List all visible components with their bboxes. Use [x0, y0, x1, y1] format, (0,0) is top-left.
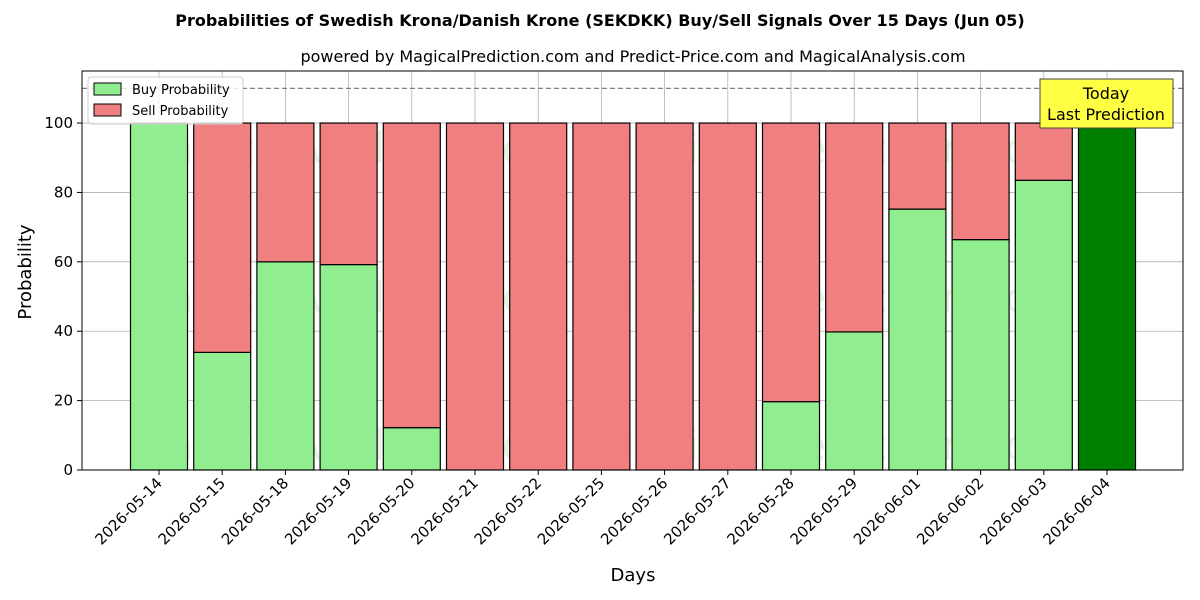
legend-box	[87, 76, 244, 125]
x-tick-label: 2026-05-27	[660, 474, 734, 548]
x-tick-label: 2026-05-18	[218, 474, 292, 548]
sell-bar	[445, 122, 505, 471]
today-annotation: Today Last Prediction	[1039, 78, 1174, 129]
sell-bar	[951, 122, 1010, 241]
sell-bar	[635, 122, 694, 471]
today-annotation-text: Today	[1082, 84, 1129, 103]
y-tick-label: 60	[54, 253, 73, 271]
buy-bar	[825, 331, 884, 471]
x-tick-label: 2026-05-28	[723, 474, 797, 548]
x-tick-label: 2026-05-22	[471, 474, 545, 548]
sell-bar	[1014, 122, 1073, 181]
y-tick-label: 100	[44, 114, 73, 132]
x-tick-label: 2026-05-14	[91, 474, 165, 548]
bars	[129, 122, 1137, 471]
y-tick-label: 40	[54, 322, 73, 340]
x-tick-label: 2026-05-20	[344, 474, 418, 548]
buy-bar	[951, 239, 1010, 471]
legend-label: Buy Probability	[132, 83, 230, 98]
buy-bar	[193, 351, 252, 471]
plot-frame	[81, 70, 1184, 471]
buy-bar	[1077, 122, 1137, 471]
y-axis-label: Probability	[15, 224, 36, 319]
buy-bar	[256, 261, 315, 471]
x-tick-label: 2026-05-25	[534, 474, 608, 548]
y-tick-label: 80	[54, 183, 73, 201]
sell-bar	[698, 122, 757, 471]
sell-bar	[761, 122, 821, 403]
today-annotation-text: Last Prediction	[1047, 105, 1165, 124]
buy-bar	[382, 427, 441, 471]
x-tick-label: 2026-05-29	[787, 474, 861, 548]
sell-bar	[888, 122, 947, 210]
chart-subtitle: powered by MagicalPrediction.com and Pre…	[300, 47, 965, 66]
buy-bar	[319, 264, 378, 471]
y-tick-label: 0	[63, 461, 73, 479]
chart-title: Probabilities of Swedish Krona/Danish Kr…	[175, 11, 1024, 30]
buy-bar	[761, 401, 821, 471]
sell-bar	[572, 122, 631, 471]
x-axis-label: Days	[611, 565, 656, 586]
x-tick-label: 2026-06-03	[976, 474, 1050, 548]
sell-bar	[256, 122, 315, 263]
sell-bar	[193, 122, 252, 353]
sell-bar	[509, 122, 568, 471]
x-tick-label: 2026-06-04	[1039, 474, 1113, 548]
legend-swatch	[93, 82, 122, 96]
legend: Buy Probability Sell Probability	[87, 76, 244, 125]
x-tick-label: 2026-06-01	[850, 474, 924, 548]
today-annotation-box	[1039, 78, 1174, 129]
x-tick-label: 2026-06-02	[913, 474, 987, 548]
x-tick-label: 2026-05-26	[597, 474, 671, 548]
sell-bar	[319, 122, 378, 266]
sell-bar	[382, 122, 441, 429]
x-tick-label: 2026-05-19	[281, 474, 355, 548]
y-tick-label: 20	[54, 392, 73, 410]
sell-bar	[825, 122, 884, 333]
x-tick-label: 2026-05-21	[407, 474, 481, 548]
buy-bar	[1014, 179, 1073, 471]
buy-bar	[888, 208, 947, 471]
x-tick-label: 2026-05-15	[155, 474, 229, 548]
buy-bar	[129, 122, 189, 471]
legend-label: Sell Probability	[132, 104, 229, 119]
legend-swatch	[93, 103, 122, 117]
